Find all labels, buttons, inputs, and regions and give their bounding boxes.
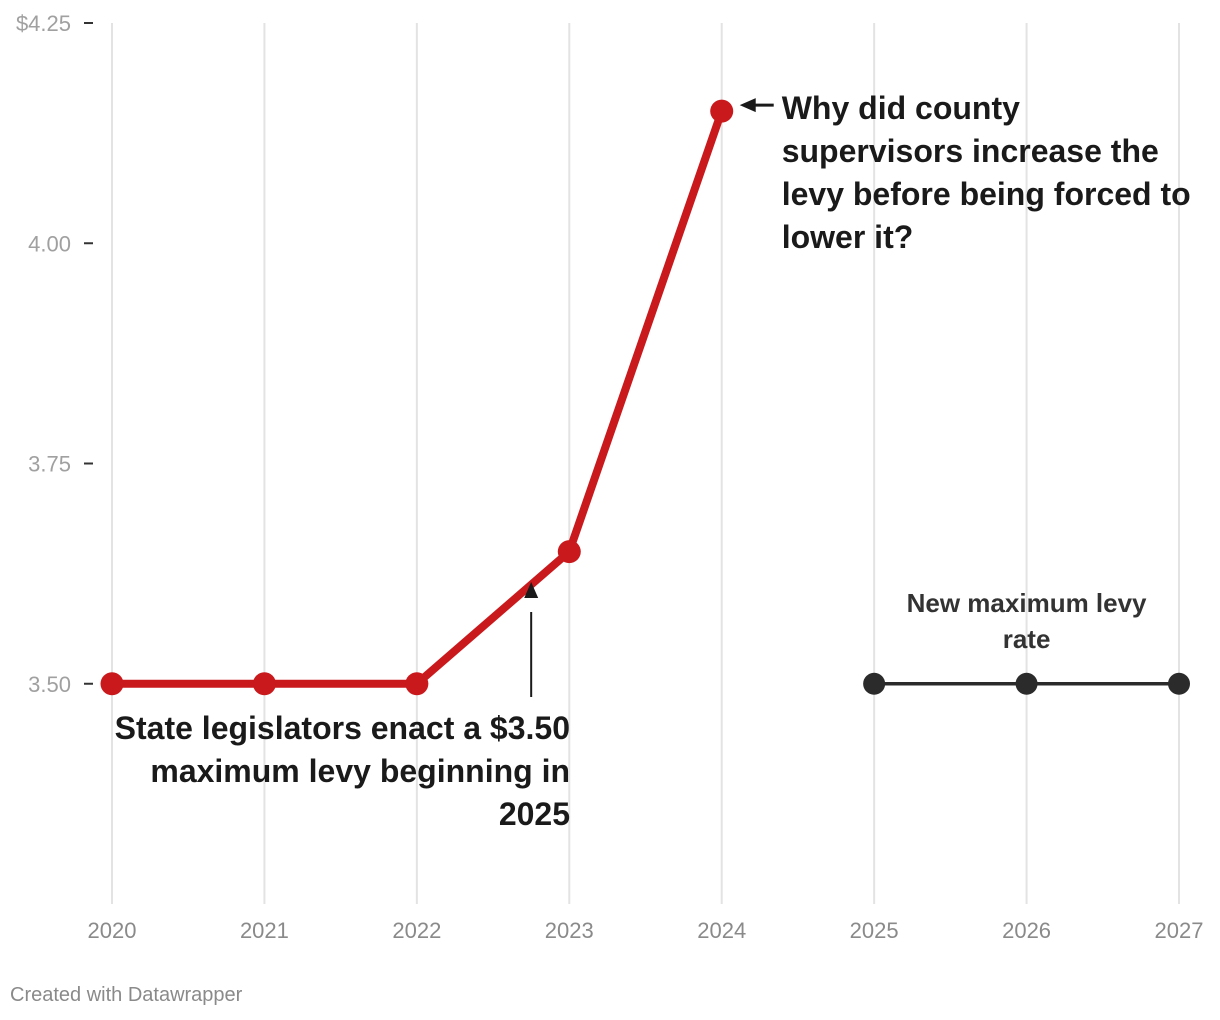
data-point-1-2025 — [863, 672, 886, 695]
annotation-newmax-line-0: New maximum levy — [907, 588, 1147, 618]
data-point-0-2024 — [710, 99, 734, 123]
x-tick-label-2026: 2026 — [1002, 918, 1051, 943]
annotation-newmax-line-1: rate — [1003, 624, 1051, 654]
x-tick-label-2023: 2023 — [545, 918, 594, 943]
x-axis: 2020 2021 2022 2023 2024 2025 2026 2027 — [88, 918, 1204, 943]
data-point-0-2020 — [100, 672, 124, 696]
annotation-why-line-1: supervisors increase the — [782, 133, 1159, 169]
credit-text[interactable]: Created with Datawrapper — [10, 984, 243, 1006]
y-axis: $4.25 4.00 3.75 3.50 — [16, 11, 93, 697]
x-tick-label-2022: 2022 — [392, 918, 441, 943]
annotation-why-line-0: Why did county — [782, 90, 1020, 126]
y-tick-label-1: 4.00 — [28, 231, 71, 256]
grid-layer — [111, 23, 1180, 904]
data-point-0-2023 — [557, 540, 581, 564]
data-point-1-2026 — [1015, 672, 1038, 695]
annotation-why-arrow-head — [739, 98, 756, 113]
x-tick-label-2020: 2020 — [88, 918, 137, 943]
annotation-state-line-1: maximum levy beginning in — [150, 753, 570, 789]
annotation-state-line-2: 2025 — [499, 796, 570, 832]
annotation-state-arrow-head — [524, 582, 539, 599]
x-tick-label-2024: 2024 — [697, 918, 746, 943]
annotation-why-line-3: lower it? — [782, 219, 914, 255]
x-tick-label-2025: 2025 — [850, 918, 899, 943]
y-tick-label-2: 3.75 — [28, 452, 71, 477]
annotation-state-line-0: State legislators enact a $3.50 — [115, 710, 570, 746]
annotation-layer: Why did county supervisors increase the le… — [115, 90, 1191, 832]
x-tick-label-2027: 2027 — [1155, 918, 1204, 943]
data-point-0-2022 — [405, 672, 429, 696]
series-layer — [100, 99, 1190, 696]
data-point-0-2021 — [252, 672, 276, 696]
y-tick-label-0: $4.25 — [16, 11, 71, 36]
x-tick-label-2021: 2021 — [240, 918, 289, 943]
data-point-1-2027 — [1168, 672, 1190, 695]
y-tick-label-3: 3.50 — [28, 672, 71, 697]
annotation-why-line-2: levy before being forced to — [782, 176, 1191, 212]
